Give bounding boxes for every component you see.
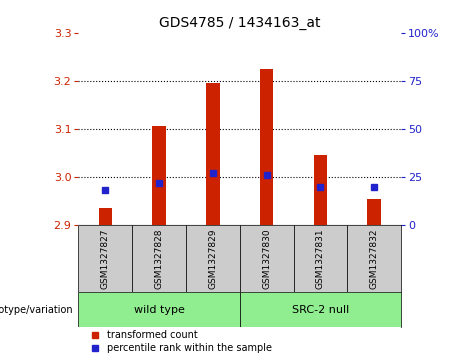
Bar: [99, 208, 112, 225]
Text: GSM1327829: GSM1327829: [208, 228, 217, 289]
Bar: [294, 225, 347, 292]
Bar: [206, 83, 219, 225]
Text: genotype/variation: genotype/variation: [0, 305, 73, 315]
Title: GDS4785 / 1434163_at: GDS4785 / 1434163_at: [159, 16, 320, 30]
Bar: [186, 225, 240, 292]
Bar: [240, 292, 401, 327]
Bar: [313, 155, 327, 225]
Text: GSM1327831: GSM1327831: [316, 228, 325, 289]
Bar: [78, 292, 240, 327]
Text: GSM1327827: GSM1327827: [101, 228, 110, 289]
Text: GSM1327830: GSM1327830: [262, 228, 271, 289]
Bar: [260, 69, 273, 225]
Text: GSM1327828: GSM1327828: [154, 228, 164, 289]
Bar: [132, 225, 186, 292]
Text: wild type: wild type: [134, 305, 184, 315]
Bar: [347, 225, 401, 292]
Text: SRC-2 null: SRC-2 null: [292, 305, 349, 315]
Bar: [152, 126, 166, 225]
Bar: [78, 225, 132, 292]
Bar: [240, 225, 294, 292]
Text: transformed count: transformed count: [107, 330, 198, 340]
Bar: [367, 199, 381, 225]
Text: GSM1327832: GSM1327832: [370, 228, 378, 289]
Text: percentile rank within the sample: percentile rank within the sample: [107, 343, 272, 353]
